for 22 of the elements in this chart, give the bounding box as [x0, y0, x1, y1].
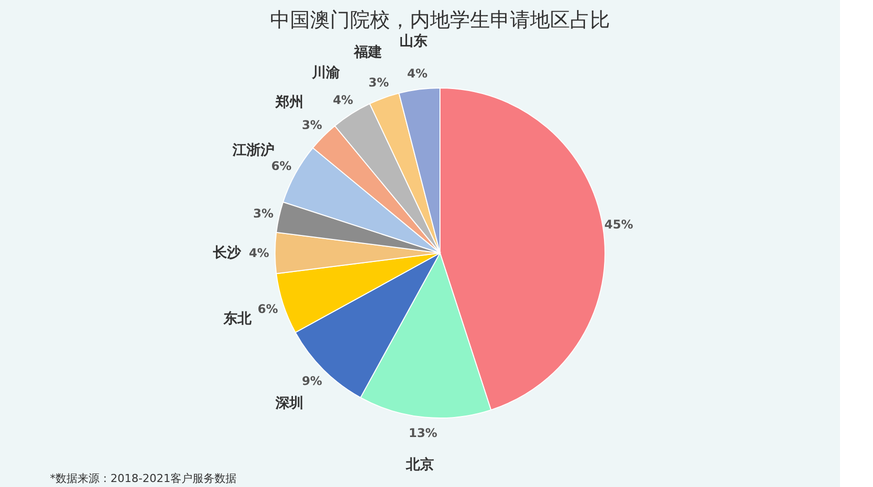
data-label: 45%	[604, 218, 634, 232]
slice-label: 福建	[352, 44, 382, 61]
data-label: 4%	[407, 66, 428, 80]
data-label: 3%	[253, 206, 274, 221]
slice-label: 长沙	[212, 245, 242, 261]
slice-label: 川渝	[310, 65, 341, 82]
data-label: 9%	[302, 374, 322, 388]
data-label: 4%	[248, 246, 270, 260]
data-label: 3%	[368, 76, 389, 90]
data-label: 6%	[258, 302, 278, 316]
slice-label: 山东	[399, 32, 428, 50]
data-label: 3%	[302, 118, 322, 132]
slice-label: 东北	[222, 310, 252, 327]
data-label: 6%	[271, 158, 292, 173]
slice-label: 深圳	[274, 396, 304, 412]
data-label: 13%	[408, 426, 438, 440]
slice-label: 郑州	[274, 94, 304, 110]
chart-title: 中国澳门院校，内地学生申请地区占比	[270, 8, 610, 32]
slice-label: 江浙沪	[231, 141, 274, 158]
text: *数据来源：2018-2021客户服务数据	[50, 472, 236, 485]
slice-label: 北京	[404, 456, 434, 474]
data-label: 4%	[332, 93, 354, 108]
